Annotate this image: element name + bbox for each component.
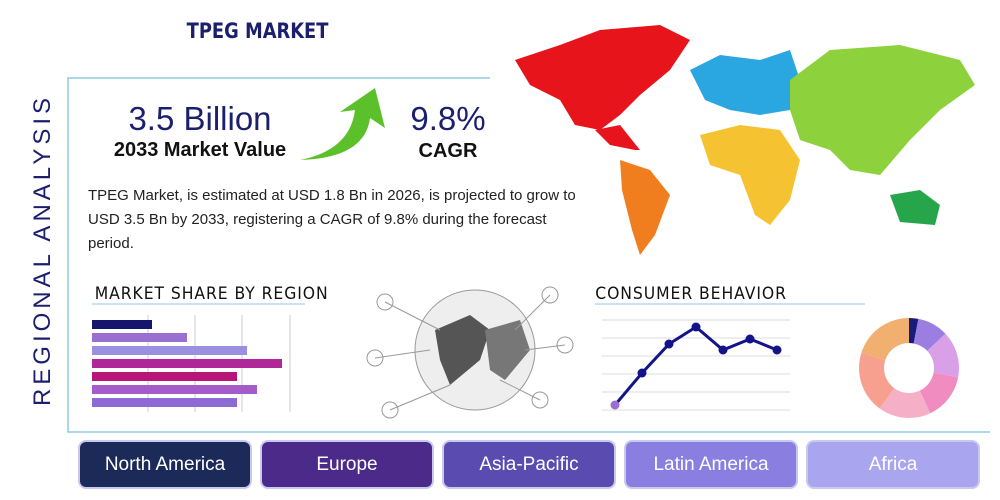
frame [67, 77, 990, 433]
line-point [772, 345, 782, 355]
donut-slice [919, 372, 959, 414]
donut-slice [927, 333, 960, 378]
bar [92, 333, 187, 342]
bar [92, 320, 152, 329]
market-share-title: MARKET SHARE BY REGION [95, 283, 329, 303]
donut-slice [909, 318, 919, 344]
donut-slice [879, 388, 931, 418]
world-map [515, 25, 975, 255]
description: TPEG Market, is estimated at USD 1.8 Bn … [88, 187, 576, 252]
cagr-label: CAGR [419, 140, 478, 162]
line-point [691, 322, 701, 332]
bar [92, 372, 237, 381]
growth-arrow [300, 88, 385, 160]
line-point [637, 368, 647, 378]
globe-network [366, 286, 574, 419]
bar [92, 385, 257, 394]
cagr: 9.8% [410, 100, 485, 137]
consumer-behavior-title: CONSUMER BEHAVIOR [595, 283, 787, 303]
donut-slice [861, 318, 909, 361]
market-value: 3.5 Billion [128, 100, 271, 137]
line-point [610, 400, 620, 410]
line-point [745, 334, 755, 344]
donut-slice [859, 352, 895, 409]
description-box: TPEG Market, is estimated at USD 1.8 Bn … [88, 187, 576, 252]
region-tab[interactable]: Europe [262, 442, 432, 487]
line-point [718, 345, 728, 355]
side-title: REGIONAL ANALYSIS [29, 94, 56, 406]
title: TPEG MARKET [187, 19, 329, 44]
line-grid [602, 319, 790, 411]
donut-slice [913, 318, 946, 351]
bar [92, 346, 247, 355]
bar [92, 359, 282, 368]
region-tab[interactable]: North America [80, 442, 250, 487]
region-tab[interactable]: Africa [808, 442, 978, 487]
region-tab[interactable]: Latin America [626, 442, 796, 487]
line-point [664, 339, 674, 349]
bar [92, 398, 237, 407]
region-tab[interactable]: Asia-Pacific [444, 442, 614, 487]
market-value-label: 2033 Market Value [114, 139, 286, 161]
